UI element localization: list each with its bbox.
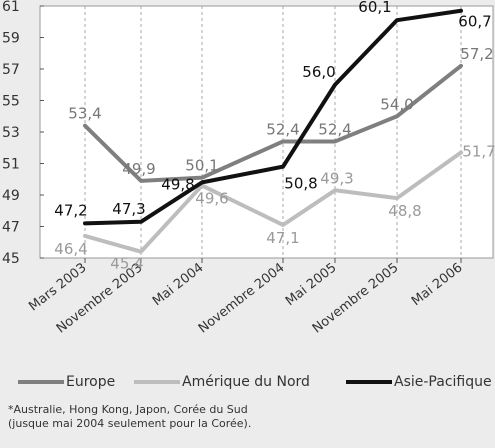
footnote-line-1: *Australie, Hong Kong, Japon, Corée du S… xyxy=(8,403,248,416)
legend: Europe Amérique du Nord Asie-Pacifique xyxy=(0,374,495,394)
data-label: 50,8 xyxy=(284,175,317,193)
legend-item-amerique-du-nord: Amérique du Nord xyxy=(134,374,310,390)
series-line-0 xyxy=(83,63,463,183)
data-label: 60,7 xyxy=(458,13,491,31)
data-label: 60,1 xyxy=(358,0,391,16)
series-line-2 xyxy=(83,8,463,226)
data-label: 54,0 xyxy=(380,95,413,113)
y-tick-label: 59 xyxy=(2,31,20,47)
data-label: 46,4 xyxy=(54,240,87,258)
series xyxy=(83,8,463,254)
footnote-line-2: (jusque mai 2004 seulement pour la Corée… xyxy=(8,417,252,430)
legend-swatch-amerique-du-nord xyxy=(134,380,180,384)
data-label: 52,4 xyxy=(318,120,351,138)
x-tick-label: Novembre 2004 xyxy=(196,260,288,336)
y-tick-label: 45 xyxy=(2,251,20,267)
y-tick-label: 49 xyxy=(2,188,20,204)
legend-item-europe: Europe xyxy=(18,374,115,390)
legend-label-amerique-du-nord: Amérique du Nord xyxy=(182,374,310,390)
legend-swatch-asie-pacifique xyxy=(346,380,392,384)
data-label: 50,1 xyxy=(185,157,218,175)
footnote: *Australie, Hong Kong, Japon, Corée du S… xyxy=(8,403,488,431)
x-tick-label: Mai 2004 xyxy=(150,260,207,309)
x-tick-label: Mai 2006 xyxy=(409,260,466,309)
legend-swatch-europe xyxy=(18,380,64,384)
y-tick-label: 53 xyxy=(2,125,20,141)
data-label: 56,0 xyxy=(302,63,335,81)
data-label: 49,3 xyxy=(320,169,353,187)
y-axis: 61 59 57 55 53 51 49 47 45 xyxy=(2,0,44,267)
y-tick-label: 51 xyxy=(2,157,20,173)
data-label: 49,6 xyxy=(195,190,228,208)
data-label: 47,2 xyxy=(54,201,87,219)
y-tick-label: 47 xyxy=(2,220,20,236)
data-label: 52,4 xyxy=(266,120,299,138)
data-label: 51,7 xyxy=(462,142,495,160)
x-tick-label: Mai 2005 xyxy=(283,260,340,309)
data-label: 48,8 xyxy=(388,202,421,220)
data-label: 49,9 xyxy=(122,160,155,178)
legend-label-asie-pacifique: Asie-Pacifique xyxy=(394,374,492,390)
data-label: 47,3 xyxy=(112,200,145,218)
legend-label-europe: Europe xyxy=(66,374,116,390)
data-label: 45,4 xyxy=(110,255,143,273)
legend-item-asie-pacifique: Asie-Pacifique xyxy=(346,374,492,390)
data-label: 57,2 xyxy=(460,45,493,63)
y-tick-label: 61 xyxy=(2,0,20,15)
data-labels: 53,4 49,9 50,1 52,4 52,4 54,0 57,2 46,4 45,4 49,6… xyxy=(54,0,495,273)
data-label: 53,4 xyxy=(68,105,101,123)
series-line-1 xyxy=(83,150,463,254)
data-label: 49,8 xyxy=(161,175,194,193)
y-tick-label: 55 xyxy=(2,94,20,110)
y-tick-label: 57 xyxy=(2,62,20,78)
data-label: 47,1 xyxy=(266,229,299,247)
